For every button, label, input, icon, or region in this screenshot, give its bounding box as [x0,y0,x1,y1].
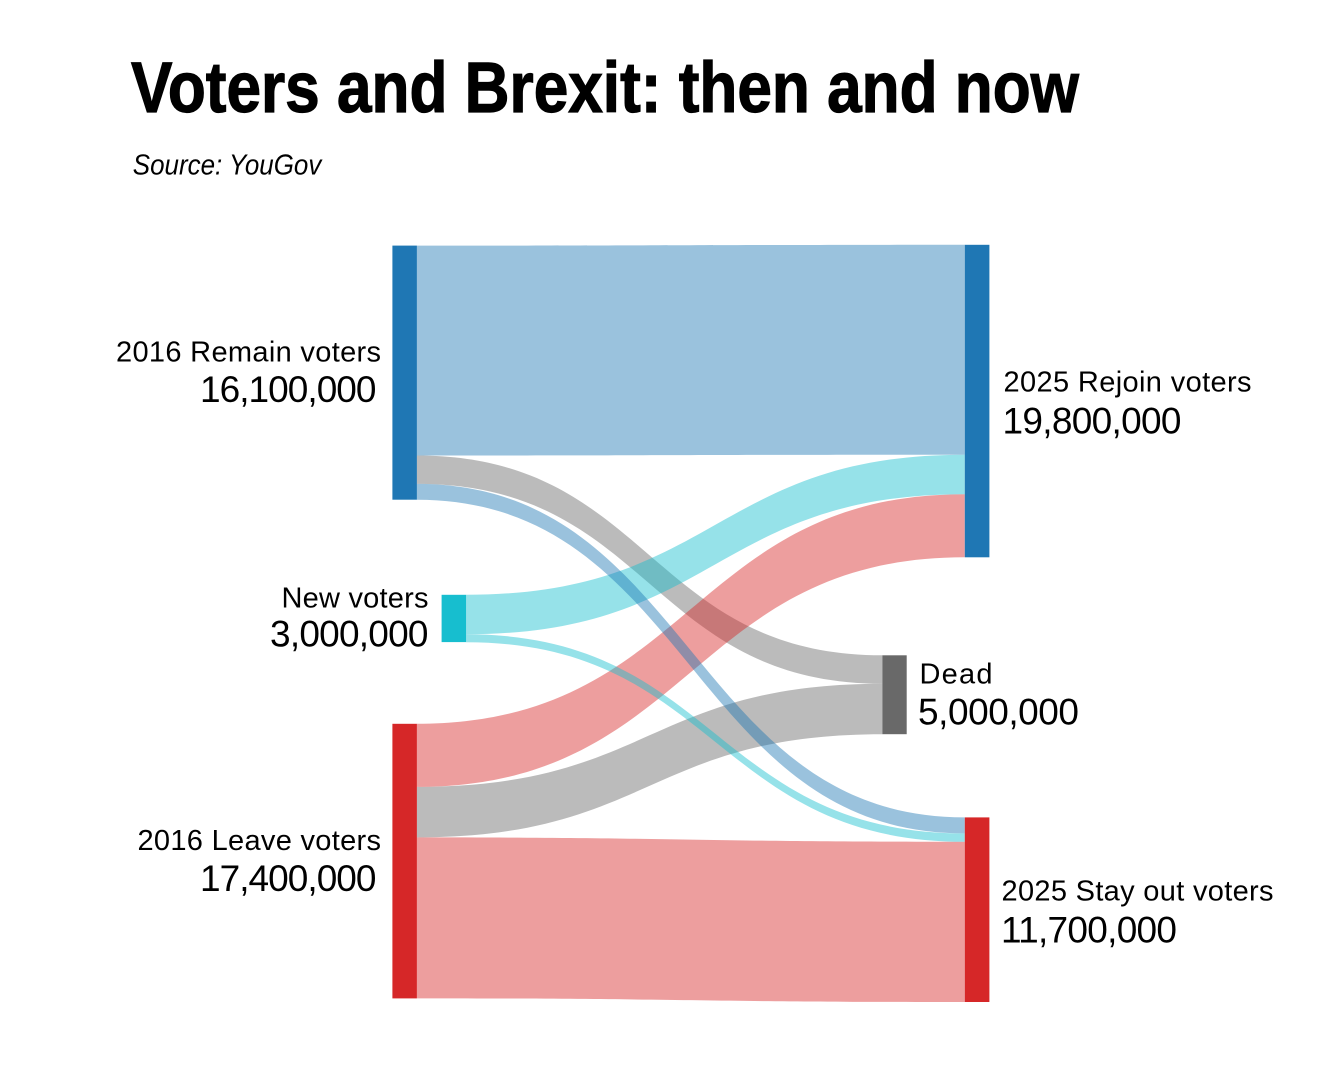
svg-text:16,100,000: 16,100,000 [200,369,377,410]
svg-text:2025 Rejoin voters: 2025 Rejoin voters [1004,367,1252,399]
svg-text:2016 Remain voters: 2016 Remain voters [116,337,381,369]
svg-text:Voters and Brexit: then and no: Voters and Brexit: then and now [131,48,1079,128]
svg-text:2016 Leave voters: 2016 Leave voters [138,825,382,857]
svg-text:19,800,000: 19,800,000 [1003,401,1182,442]
svg-text:11,700,000: 11,700,000 [1001,909,1177,950]
svg-text:17,400,000: 17,400,000 [200,858,377,899]
svg-text:New voters: New voters [282,582,429,614]
svg-text:5,000,000: 5,000,000 [918,691,1079,732]
svg-text:Dead: Dead [920,659,993,691]
svg-text:3,000,000: 3,000,000 [270,613,429,654]
svg-text:2025 Stay out voters: 2025 Stay out voters [1002,876,1274,908]
svg-text:Source: YouGov: Source: YouGov [133,150,323,182]
